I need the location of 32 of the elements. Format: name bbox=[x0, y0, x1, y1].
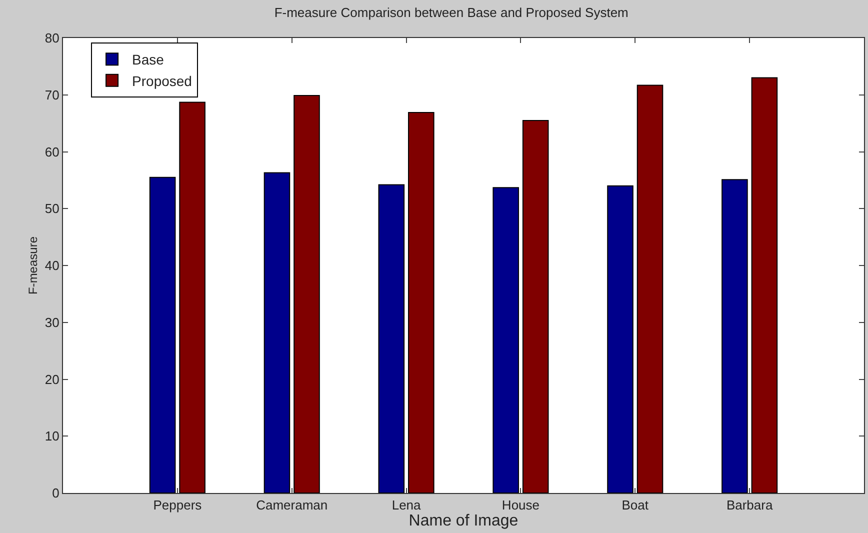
y-tick-label: 40 bbox=[44, 258, 60, 274]
legend-label: Proposed bbox=[132, 72, 192, 89]
y-tick-label: 70 bbox=[44, 87, 60, 102]
x-tick-label: Lena bbox=[392, 498, 422, 513]
bar bbox=[264, 172, 290, 493]
bar bbox=[408, 112, 434, 493]
y-tick-label: 60 bbox=[44, 144, 60, 160]
x-tick-label: Boat bbox=[622, 498, 649, 513]
bar bbox=[294, 94, 320, 493]
x-tick-label: Cameraman bbox=[256, 498, 328, 513]
x-axis-title: Name of Image bbox=[408, 512, 518, 530]
bar bbox=[636, 84, 664, 493]
y-axis-title: F-measure bbox=[26, 236, 40, 295]
bar bbox=[522, 120, 549, 493]
y-tick-label: 20 bbox=[44, 372, 60, 387]
y-tick-label: 0 bbox=[52, 486, 60, 501]
bar bbox=[607, 185, 634, 493]
y-tick-label: 30 bbox=[44, 314, 60, 330]
x-tick-label: Peppers bbox=[153, 498, 202, 513]
bar bbox=[492, 187, 519, 493]
x-tick-label: House bbox=[502, 498, 540, 513]
x-tick-label: Barbara bbox=[726, 498, 774, 513]
y-tick-label: 10 bbox=[44, 428, 60, 444]
bar bbox=[722, 179, 748, 493]
bar bbox=[378, 184, 405, 493]
y-tick-label: 80 bbox=[44, 30, 60, 46]
y-tick-label: 50 bbox=[44, 201, 60, 216]
legend-label: Base bbox=[132, 52, 164, 68]
bar bbox=[179, 102, 206, 493]
bar bbox=[751, 77, 778, 493]
bar bbox=[149, 176, 176, 493]
chart-title: F-measure Comparison between Base and Proposed System bbox=[274, 5, 628, 20]
